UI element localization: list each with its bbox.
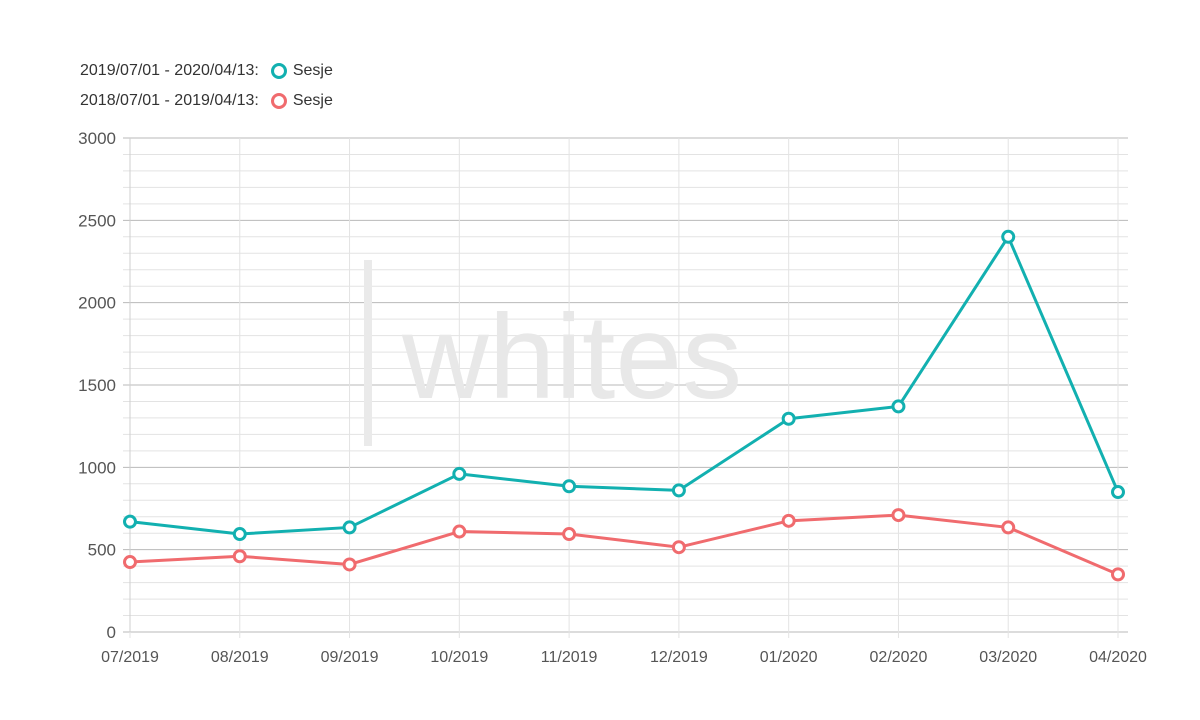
x-tick-label: 01/2020 [760, 649, 818, 666]
legend-item-current[interactable]: 2019/07/01 - 2020/04/13: Sesje [80, 56, 333, 86]
data-point [891, 508, 906, 523]
series-0 [123, 229, 1125, 542]
data-point [671, 540, 686, 555]
data-point [1001, 520, 1016, 535]
y-tick-label: 2000 [78, 294, 116, 313]
data-point [123, 555, 137, 570]
legend-label-previous: Sesje [292, 92, 333, 109]
y-tick-label: 500 [88, 541, 116, 560]
series-1 [123, 508, 1125, 582]
y-tick-label: 0 [107, 623, 116, 642]
y-tick-label: 1500 [78, 376, 116, 395]
legend-range-current: 2019/07/01 - 2020/04/13: [80, 62, 259, 79]
grid [123, 137, 1128, 638]
data-point [1111, 567, 1125, 582]
x-tick-label: 09/2019 [321, 649, 379, 666]
data-point [671, 483, 686, 498]
data-point [562, 527, 577, 542]
x-tick-label: 12/2019 [650, 649, 708, 666]
watermark-text: whites [401, 290, 742, 424]
data-point [123, 514, 137, 529]
legend-range-previous: 2018/07/01 - 2019/04/13: [80, 92, 259, 109]
data-point [781, 513, 796, 528]
x-tick-label: 10/2019 [430, 649, 488, 666]
x-tick-label: 11/2019 [541, 649, 598, 666]
x-tick-label: 07/2019 [101, 649, 159, 666]
data-point [562, 479, 577, 494]
legend-label-current: Sesje [292, 62, 333, 79]
data-point [342, 557, 357, 572]
data-point [232, 549, 247, 564]
x-tick-label: 08/2019 [211, 649, 269, 666]
legend-marker-circle-icon [270, 63, 287, 79]
data-point [891, 399, 906, 414]
series-line [129, 513, 1119, 576]
y-tick-label: 2500 [78, 211, 116, 230]
data-point [452, 466, 467, 481]
data-point [1111, 485, 1125, 500]
x-tick-label: 04/2020 [1089, 649, 1147, 666]
y-tick-label: 1000 [78, 458, 116, 477]
x-tick-label: 03/2020 [979, 649, 1037, 666]
data-point [1001, 229, 1016, 244]
legend-item-previous[interactable]: 2018/07/01 - 2019/04/13: Sesje [80, 86, 333, 116]
x-tick-label: 02/2020 [870, 649, 928, 666]
data-point [342, 520, 357, 535]
series-line [129, 235, 1120, 536]
data-point [781, 411, 796, 426]
legend: 2019/07/01 - 2020/04/13: Sesje 2018/07/0… [80, 56, 333, 116]
watermark-bar [364, 260, 372, 446]
watermark-logo: whites [364, 260, 742, 446]
y-tick-label: 3000 [78, 129, 116, 148]
data-point [232, 527, 247, 542]
legend-marker-circle-icon [270, 93, 287, 109]
data-point [452, 524, 467, 539]
